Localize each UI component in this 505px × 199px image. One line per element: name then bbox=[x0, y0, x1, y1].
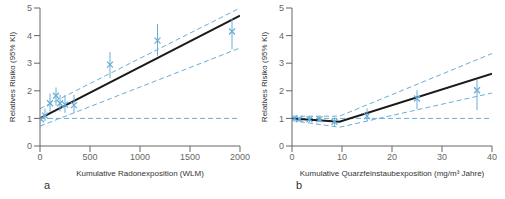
svg-text:0: 0 bbox=[279, 141, 284, 151]
svg-text:Kumulative Quarzfeinstaubexpos: Kumulative Quarzfeinstaubexposition (mg/… bbox=[300, 169, 485, 178]
svg-text:500: 500 bbox=[82, 152, 97, 162]
svg-text:20: 20 bbox=[387, 152, 397, 162]
svg-text:4: 4 bbox=[279, 31, 284, 41]
svg-text:2: 2 bbox=[27, 86, 32, 96]
svg-text:2: 2 bbox=[279, 86, 284, 96]
svg-text:1: 1 bbox=[279, 114, 284, 124]
svg-text:0: 0 bbox=[27, 141, 32, 151]
svg-text:2000: 2000 bbox=[230, 152, 250, 162]
svg-text:0: 0 bbox=[289, 152, 294, 162]
svg-text:1500: 1500 bbox=[180, 152, 200, 162]
svg-text:1: 1 bbox=[27, 114, 32, 124]
svg-text:3: 3 bbox=[279, 58, 284, 68]
svg-text:10: 10 bbox=[337, 152, 347, 162]
html-text:a: a bbox=[44, 179, 51, 191]
svg-text:Relatives Risiko (95% KI): Relatives Risiko (95% KI) bbox=[8, 32, 17, 123]
html-text:b: b bbox=[296, 179, 303, 191]
svg-text:Relatives Risiko (95% KI): Relatives Risiko (95% KI) bbox=[260, 32, 269, 123]
svg-text:1000: 1000 bbox=[130, 152, 150, 162]
svg-text:4: 4 bbox=[27, 31, 32, 41]
svg-text:3: 3 bbox=[27, 58, 32, 68]
svg-text:0: 0 bbox=[37, 152, 42, 162]
svg-text:40: 40 bbox=[487, 152, 497, 162]
svg-text:5: 5 bbox=[279, 3, 284, 13]
svg-text:Kumulative Radonexposition (WL: Kumulative Radonexposition (WLM) bbox=[76, 169, 204, 178]
svg-text:5: 5 bbox=[27, 3, 32, 13]
svg-text:30: 30 bbox=[437, 152, 447, 162]
